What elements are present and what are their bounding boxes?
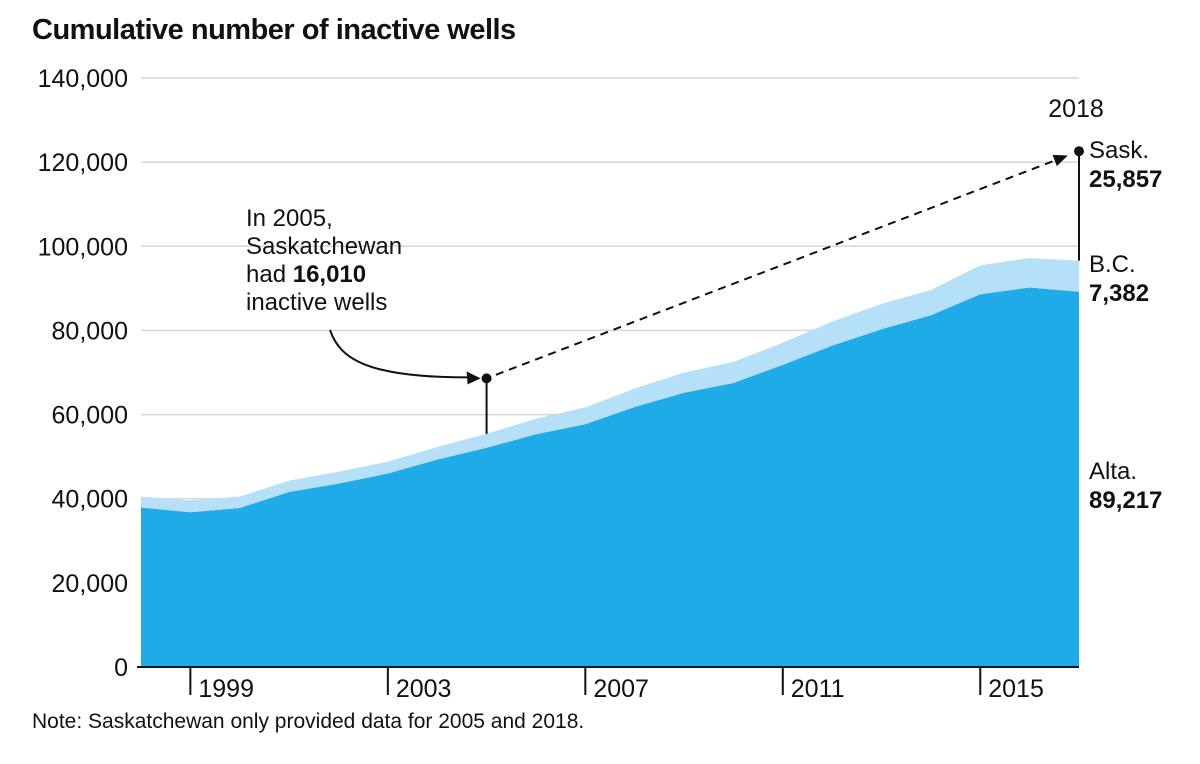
x-tick-label: 2007 bbox=[593, 675, 649, 703]
x-tick-label: 2003 bbox=[396, 675, 452, 703]
annotation-text: In 2005, bbox=[246, 205, 333, 232]
x-tick-label: 1999 bbox=[198, 675, 254, 703]
area-alta bbox=[141, 287, 1079, 667]
callout-arrowhead bbox=[466, 371, 481, 385]
series-label-value: 7,382 bbox=[1089, 280, 1149, 307]
y-tick-label: 140,000 bbox=[38, 65, 128, 93]
y-tick-label: 80,000 bbox=[52, 317, 128, 345]
trend-arrowhead bbox=[1052, 154, 1068, 167]
area-layer bbox=[141, 258, 1079, 667]
y-tick-label: 40,000 bbox=[52, 486, 128, 514]
trend-dashed-line bbox=[495, 156, 1063, 376]
series-label-value: 89,217 bbox=[1089, 487, 1162, 514]
annotation-text: had 16,010 bbox=[246, 261, 366, 288]
annotation-value: 16,010 bbox=[293, 261, 366, 288]
end-year-label: 2018 bbox=[1048, 95, 1104, 123]
sask-2018-point bbox=[1074, 146, 1084, 157]
axes: 0 20,000 40,000 60,000 80,000 100,000 120,000 1… bbox=[38, 65, 1079, 703]
y-tick-label: 120,000 bbox=[38, 149, 128, 177]
series-label-name: Alta. bbox=[1089, 458, 1137, 485]
y-tick-label: 100,000 bbox=[38, 233, 128, 261]
y-tick-label: 0 bbox=[114, 654, 128, 682]
x-tick-label: 2015 bbox=[988, 675, 1044, 703]
series-label-value: 25,857 bbox=[1089, 166, 1162, 193]
chart-note: Note: Saskatchewan only provided data fo… bbox=[32, 710, 585, 733]
callout-curve bbox=[329, 329, 473, 379]
chart-title: Cumulative number of inactive wells bbox=[32, 14, 516, 46]
annotation-text: inactive wells bbox=[246, 289, 387, 316]
x-tick-label: 2011 bbox=[791, 675, 845, 703]
annotation-text: Saskatchewan bbox=[246, 233, 402, 260]
sask-2005-point bbox=[481, 373, 492, 384]
series-labels: 2018 Sask.25,857 B.C.7,382 Alta.89,217 bbox=[1048, 95, 1162, 514]
y-tick-label: 20,000 bbox=[52, 570, 128, 598]
series-label-name: B.C. bbox=[1089, 251, 1136, 278]
y-tick-label: 60,000 bbox=[52, 402, 128, 430]
series-label-name: Sask. bbox=[1089, 137, 1149, 164]
area-bc bbox=[141, 258, 1079, 513]
